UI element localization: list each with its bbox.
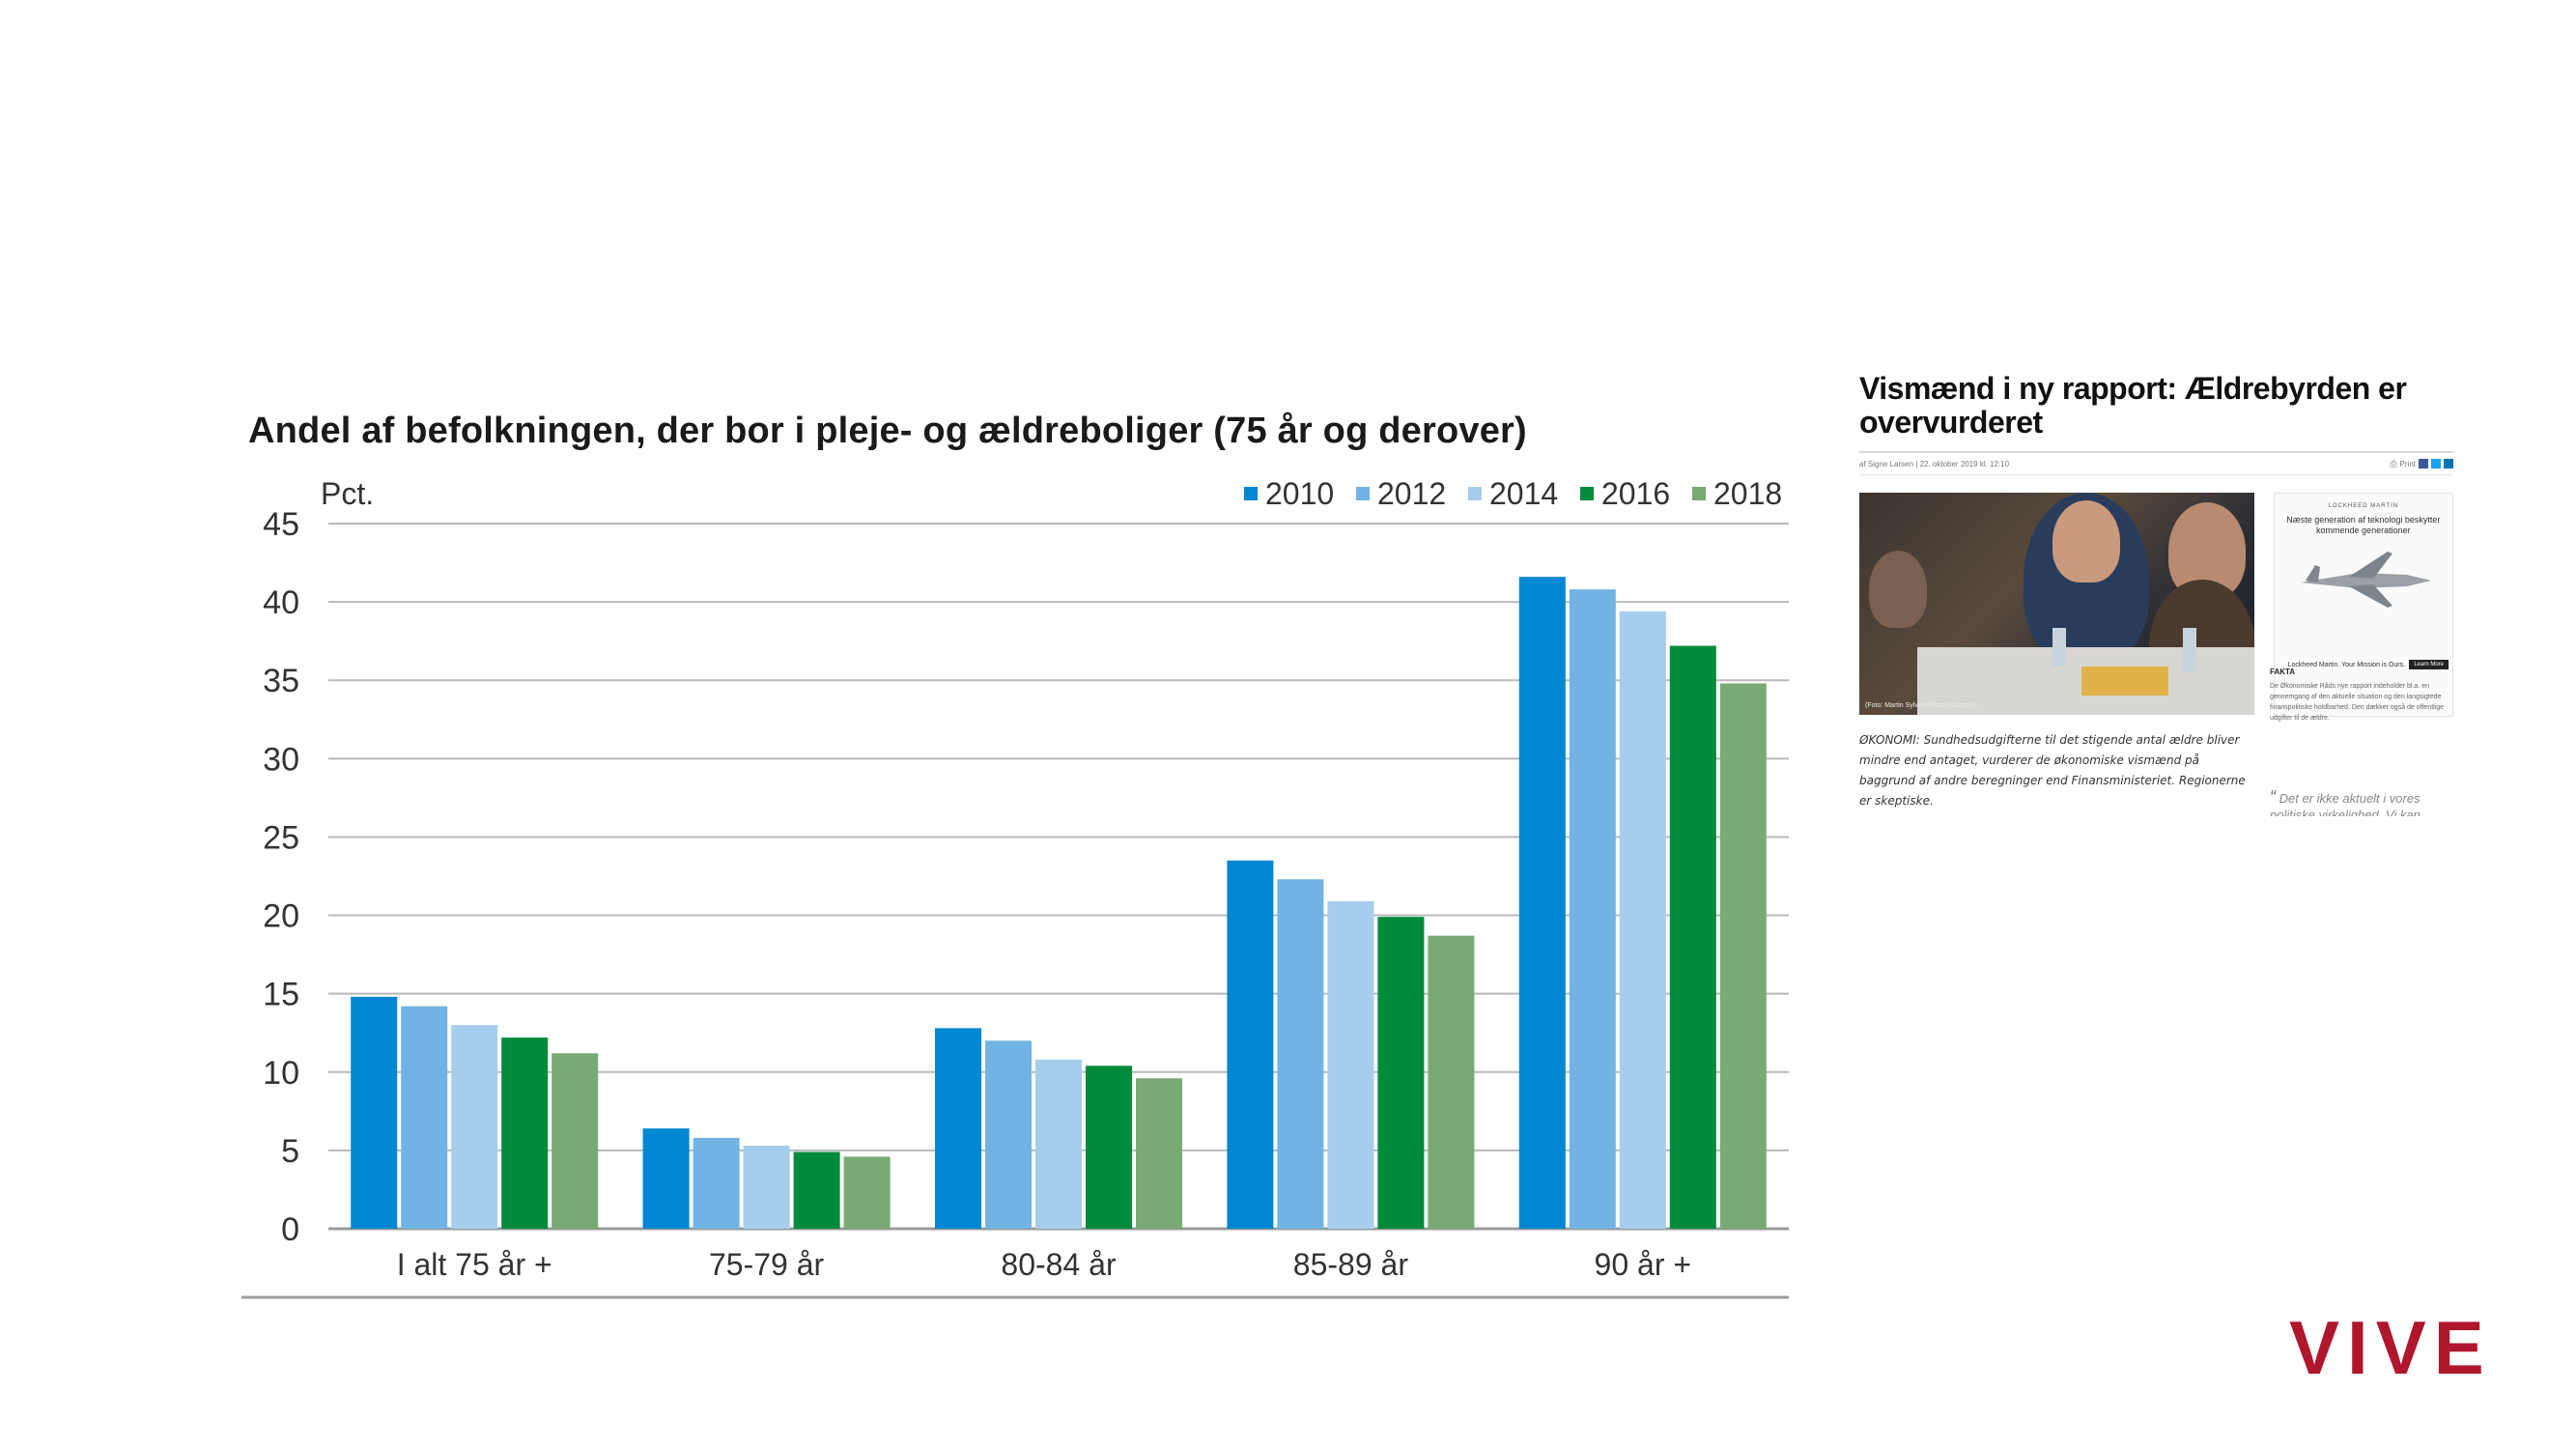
bar xyxy=(1719,683,1767,1229)
legend-label: 2018 xyxy=(1713,476,1782,511)
legend-label: 2012 xyxy=(1377,476,1446,511)
fakta-heading: FAKTA xyxy=(2270,668,2296,676)
twitter-icon[interactable] xyxy=(2431,459,2441,469)
bar-chart: 0 5 10 15 20 25 30 35 40 45 Pct. I alt 75 år + 75-79… xyxy=(241,476,1789,1299)
article-divider xyxy=(1859,451,2453,453)
vive-logo: VIVE xyxy=(2289,1306,2492,1390)
bar xyxy=(935,1028,981,1229)
legend-label: 2014 xyxy=(1489,476,1558,511)
bar xyxy=(451,1025,498,1229)
bar xyxy=(1327,900,1374,1229)
bar xyxy=(552,1053,599,1229)
y-tick-label: 20 xyxy=(263,898,299,935)
print-icon[interactable]: ⎙ xyxy=(2390,458,2397,469)
article-byline-row: af Signe Larsen | 22. oktober 2019 kl. 1… xyxy=(1859,453,2453,475)
y-tick-label: 25 xyxy=(263,819,299,856)
linkedin-icon[interactable] xyxy=(2444,459,2453,469)
bar xyxy=(1518,577,1566,1229)
article-byline: af Signe Larsen | 22. oktober 2019 kl. 1… xyxy=(1859,459,2010,469)
bar xyxy=(401,1006,448,1229)
x-tick-label: 90 år + xyxy=(1595,1247,1692,1282)
legend-label: 2010 xyxy=(1265,476,1334,511)
bar xyxy=(1569,589,1616,1229)
y-tick-label: 5 xyxy=(281,1133,299,1170)
news-article-screenshot: Vismænd i ny rapport: Ældrebyrden er ove… xyxy=(1859,372,2453,816)
bar xyxy=(501,1037,549,1229)
print-label[interactable]: Print xyxy=(2399,459,2416,469)
ad-learn-more-button[interactable]: Learn More xyxy=(2409,660,2449,669)
bar xyxy=(1619,611,1666,1229)
bar xyxy=(743,1146,790,1229)
bar xyxy=(351,996,398,1229)
legend-swatch xyxy=(1244,487,1258,500)
y-tick-label: 30 xyxy=(263,741,299,778)
bar xyxy=(1136,1078,1182,1229)
y-tick-label: 40 xyxy=(263,584,299,621)
fakta-box: FAKTA De Økonomiske Råds nye rapport ind… xyxy=(2270,667,2453,724)
ad-brand: LOCKHEED MARTIN xyxy=(2328,503,2399,509)
article-photo: (Foto: Martin Sylvest/Ritzau Scanpix) xyxy=(1859,493,2254,715)
bar xyxy=(1277,879,1324,1229)
y-tick-label: 10 xyxy=(263,1055,299,1092)
y-tick-label: 45 xyxy=(263,506,299,543)
legend-swatch xyxy=(1356,487,1370,500)
y-tick-label: 0 xyxy=(281,1211,299,1248)
legend-swatch xyxy=(1468,487,1482,500)
bar xyxy=(693,1137,740,1229)
article-title: Vismænd i ny rapport: Ældrebyrden er ove… xyxy=(1859,372,2407,440)
legend-label: 2016 xyxy=(1601,476,1670,511)
ad-text: Næste generation af teknologi beskytter … xyxy=(2286,515,2441,535)
article-quote: “ Det er ikke aktuelt i vores politiske … xyxy=(2270,787,2453,816)
bar xyxy=(1669,645,1716,1229)
bar xyxy=(1377,917,1425,1229)
quote-icon: “ xyxy=(2270,787,2276,807)
fakta-text: De Økonomiske Råds nye rapport indeholde… xyxy=(2270,683,2445,722)
x-tick-label: 85-89 år xyxy=(1293,1247,1409,1282)
x-tick-label: I alt 75 år + xyxy=(397,1247,552,1282)
quote-text: Det er ikke aktuelt i vores politiske vi… xyxy=(2270,791,2420,816)
x-tick-label: 80-84 år xyxy=(1001,1247,1117,1282)
facebook-icon[interactable] xyxy=(2419,459,2428,469)
legend-swatch xyxy=(1580,487,1594,500)
legend-swatch xyxy=(1692,487,1706,500)
jet-icon xyxy=(2300,552,2431,608)
photo-caption: (Foto: Martin Sylvest/Ritzau Scanpix) xyxy=(1865,702,1977,709)
y-axis-label: Pct. xyxy=(321,476,374,511)
bar xyxy=(1086,1065,1132,1229)
bar xyxy=(985,1040,1032,1229)
x-tick-label: 75-79 år xyxy=(709,1247,825,1282)
chart-title: Andel af befolkningen, der bor i pleje- … xyxy=(248,411,1527,451)
bar xyxy=(1227,860,1274,1229)
bar xyxy=(1035,1059,1082,1229)
article-lead: ØKONOMI: Sundhedsudgifterne til det stig… xyxy=(1859,733,2246,808)
bar xyxy=(793,1151,840,1229)
share-tools: ⎙ Print xyxy=(2390,459,2453,469)
y-tick-label: 15 xyxy=(263,977,299,1013)
bar xyxy=(1428,935,1475,1229)
y-tick-label: 35 xyxy=(263,663,299,699)
chart-area: 0 5 10 15 20 25 30 35 40 45 Pct. I alt 75 år + 75-79… xyxy=(232,386,1797,1304)
vive-logo-text: VIVE xyxy=(2289,1306,2492,1390)
ad-footer: Lockheed Martin. Your Mission is Ours. xyxy=(2287,662,2406,668)
bar xyxy=(843,1156,891,1229)
bar xyxy=(642,1128,690,1229)
advertisement[interactable]: LOCKHEED MARTIN Næste generation af tekn… xyxy=(2273,493,2453,717)
